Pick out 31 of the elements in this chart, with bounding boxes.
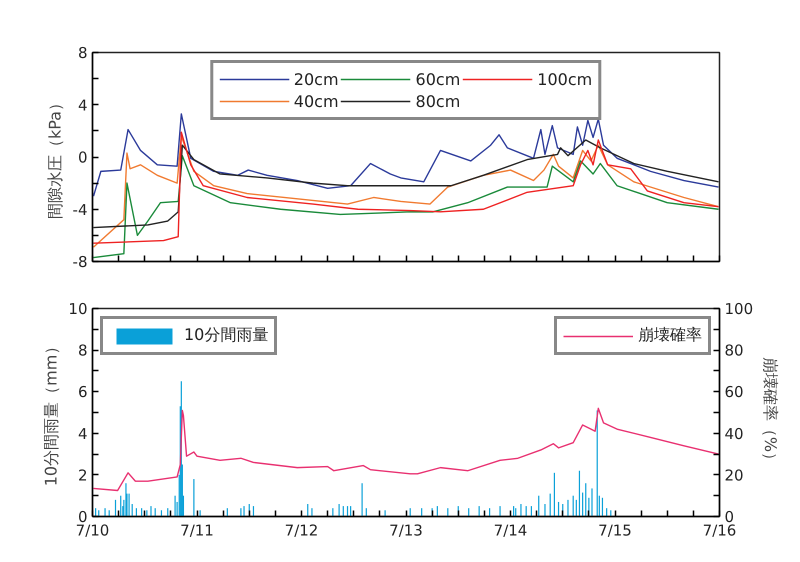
y-tick-label: 4 bbox=[78, 96, 88, 114]
legend-label: 10分間雨量 bbox=[184, 325, 268, 346]
y-tick-label: 8 bbox=[78, 342, 88, 360]
legend-label: 60cm bbox=[416, 70, 460, 88]
legend-label: 100cm bbox=[537, 70, 592, 88]
y-axis-title: 間隙水圧（kPa） bbox=[46, 95, 65, 219]
x-tick-label: 7/14 bbox=[494, 522, 528, 540]
x-tick-label: 7/11 bbox=[180, 522, 214, 540]
y2-tick-label: 100 bbox=[724, 300, 754, 318]
legend-label: 崩壊確率 bbox=[638, 325, 702, 346]
y-tick-label: 8 bbox=[78, 44, 88, 62]
y-tick-label: 0 bbox=[78, 148, 88, 166]
y2-axis-title: 崩壊確率（%） bbox=[761, 356, 780, 468]
y-tick-label: 6 bbox=[78, 383, 88, 402]
y-tick-label: 2 bbox=[78, 466, 88, 484]
legend-label: 80cm bbox=[416, 92, 460, 110]
y-axis-title: 10分間雨量（mm） bbox=[41, 338, 60, 486]
y2-tick-label: 60 bbox=[724, 383, 744, 402]
y2-tick-label: 80 bbox=[724, 342, 744, 360]
y2-tick-label: 20 bbox=[724, 466, 744, 484]
x-tick-label: 7/15 bbox=[598, 522, 632, 540]
y-tick-label: 10 bbox=[68, 300, 88, 318]
x-tick-label: 7/12 bbox=[284, 522, 318, 540]
legend-label: 40cm bbox=[294, 92, 339, 110]
y-tick-label: -4 bbox=[72, 200, 88, 219]
y2-tick-label: 40 bbox=[724, 424, 744, 443]
x-tick-label: 7/13 bbox=[389, 522, 423, 540]
x-tick-label: 7/16 bbox=[702, 522, 736, 540]
legend-label: 20cm bbox=[294, 70, 339, 88]
y-tick-label: -8 bbox=[72, 253, 88, 271]
y-tick-label: 4 bbox=[78, 424, 88, 443]
